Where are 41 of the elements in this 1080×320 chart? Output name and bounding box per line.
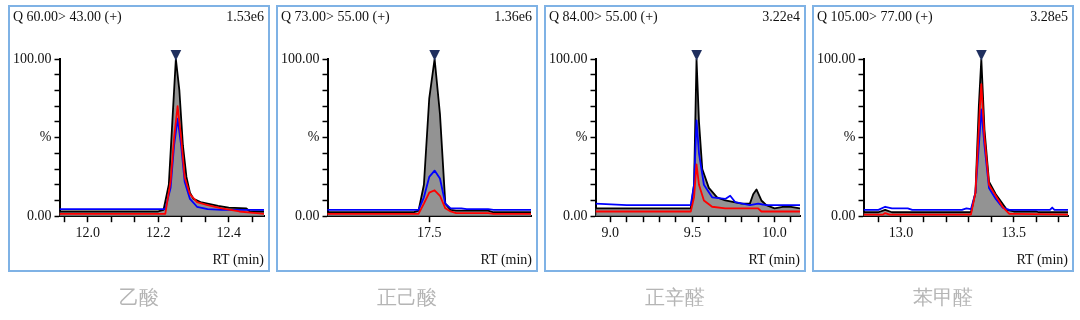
- x-axis-title: RT (min): [212, 252, 264, 268]
- chart-subtitle: 3.22e4: [762, 9, 800, 26]
- x-tick-label: 10.0: [762, 225, 787, 241]
- y-tick-label: %: [39, 129, 52, 145]
- x-axis-title: RT (min): [1016, 252, 1068, 268]
- y-tick-label: 0.00: [295, 207, 320, 223]
- y-tick-label: 0.00: [563, 207, 588, 223]
- x-tick-label: 12.0: [75, 225, 100, 241]
- y-tick-label: 0.00: [27, 207, 52, 223]
- y-tick-label: %: [843, 129, 856, 145]
- y-tick-label: 0.00: [831, 207, 856, 223]
- x-tick-label: 12.2: [145, 225, 171, 241]
- x-tick-label: 17.5: [417, 225, 442, 241]
- y-tick-label: 100.00: [281, 50, 320, 66]
- text: 正己酸: [376, 284, 438, 311]
- text: 苯甲醛: [912, 284, 974, 311]
- text: 正辛醛: [644, 284, 706, 311]
- annotation: ▼: [691, 45, 703, 62]
- annotation: ▼: [429, 45, 441, 62]
- x-axis-title: RT (min): [480, 252, 532, 268]
- x-tick-label: 9.5: [683, 225, 702, 241]
- y-tick-label: 100.00: [13, 50, 52, 66]
- x-tick-label: 12.4: [216, 225, 241, 241]
- chart-title: Q 84.00> 55.00 (+): [549, 9, 658, 26]
- text: 乙酸: [118, 284, 160, 311]
- y-tick-label: 100.00: [549, 50, 588, 66]
- chart-title: Q 105.00> 77.00 (+): [817, 9, 933, 26]
- y-tick-label: 100.00: [817, 50, 856, 66]
- x-tick-label: 9.0: [601, 225, 620, 241]
- chart-title: Q 73.00> 55.00 (+): [281, 9, 390, 26]
- annotation: ▼: [170, 45, 182, 62]
- x-axis-title: RT (min): [748, 252, 800, 268]
- x-tick-label: 13.5: [1001, 225, 1027, 241]
- y-tick-label: %: [575, 129, 588, 145]
- chart-subtitle: 3.28e5: [1030, 9, 1068, 26]
- chart-subtitle: 1.36e6: [494, 9, 532, 26]
- x-tick-label: 13.0: [888, 225, 914, 241]
- chart-title: Q 60.00> 43.00 (+): [13, 9, 122, 26]
- annotation: ▼: [975, 45, 987, 62]
- y-tick-label: %: [307, 129, 320, 145]
- chart-subtitle: 1.53e6: [226, 9, 264, 26]
